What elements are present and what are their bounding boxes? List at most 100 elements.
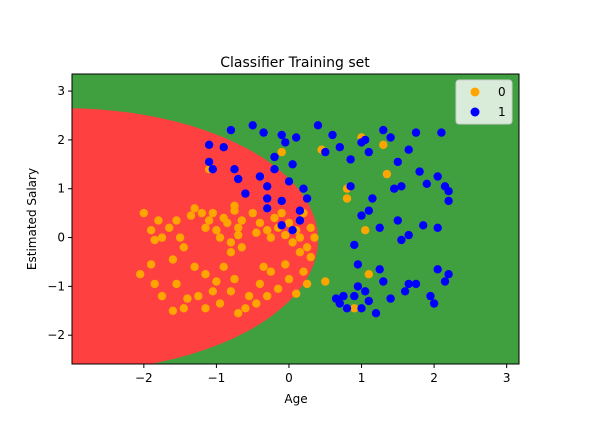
scatter-point-class-0: [204, 216, 214, 225]
scatter-point-class-0: [266, 267, 275, 276]
scatter-point-class-0: [136, 270, 145, 279]
y-tick-label: 2: [57, 133, 65, 147]
scatter-point-class-1: [361, 287, 370, 296]
scatter-point-class-0: [292, 289, 301, 298]
scatter-point-class-1: [313, 121, 323, 130]
scatter-point-class-0: [201, 304, 210, 313]
scatter-point-class-1: [444, 270, 453, 279]
legend-label-class-0: 0: [498, 85, 506, 99]
axes-frame: [71, 73, 520, 365]
scatter-point-class-0: [168, 306, 178, 315]
scatter-point-class-0: [150, 279, 159, 289]
x-tick-label: 3: [503, 371, 511, 385]
plot-area: [72, 74, 519, 364]
scatter-point-class-0: [223, 218, 232, 228]
scatter-point-class-0: [190, 204, 199, 213]
chart-title: Classifier Training set: [220, 55, 370, 71]
y-tick-label: 3: [57, 84, 65, 98]
scatter-point-class-1: [357, 304, 366, 313]
scatter-point-class-1: [371, 309, 381, 318]
x-tick-label: −2: [135, 371, 153, 385]
y-tick-label: 1: [57, 182, 65, 196]
x-tick-label: −1: [208, 371, 226, 385]
scatter-point-class-1: [299, 184, 308, 193]
y-axis-label: Estimated Salary: [25, 168, 39, 270]
scatter-point-class-1: [411, 128, 421, 137]
scatter-point-class-1: [411, 279, 421, 289]
scatter-point-class-0: [183, 294, 192, 303]
scatter-point-class-0: [244, 291, 254, 301]
scatter-point-class-0: [248, 208, 257, 218]
scatter-point-class-1: [270, 165, 279, 174]
scatter-point-class-0: [252, 299, 261, 308]
scatter-point-class-1: [404, 230, 413, 240]
scatter-point-class-1: [375, 265, 384, 274]
scatter-point-class-0: [234, 223, 243, 232]
scatter-point-class-0: [237, 243, 246, 252]
scatter-point-class-1: [404, 279, 413, 289]
scatter-point-class-1: [361, 135, 370, 145]
scatter-point-class-1: [208, 165, 217, 174]
scatter-point-class-0: [172, 216, 181, 225]
scatter-point-class-0: [299, 267, 308, 276]
scatter-point-class-0: [150, 235, 159, 245]
scatter-point-class-1: [295, 206, 305, 215]
x-tick-label: 1: [358, 371, 366, 385]
x-axis-label: Age: [284, 392, 307, 406]
scatter-point-class-1: [379, 125, 388, 135]
scatter-point-class-0: [364, 270, 373, 279]
scatter-point-class-0: [273, 284, 283, 293]
scatter-point-class-0: [306, 223, 315, 232]
scatter-point-class-1: [433, 172, 442, 181]
scatter-point-class-0: [284, 218, 294, 228]
scatter-point-class-1: [404, 145, 413, 154]
legend-label-class-1: 1: [498, 105, 506, 119]
scatter-point-class-0: [281, 230, 290, 240]
scatter-point-class-0: [234, 309, 243, 318]
scatter-point-class-0: [379, 140, 388, 149]
scatter-point-class-0: [281, 260, 290, 269]
scatter-point-class-0: [361, 226, 370, 235]
scatter-point-class-1: [444, 196, 453, 206]
scatter-point-class-1: [204, 140, 214, 149]
scatter-point-class-0: [212, 226, 221, 235]
scatter-point-class-0: [342, 194, 352, 203]
scatter-point-class-1: [415, 167, 424, 176]
scatter-point-class-1: [331, 294, 341, 303]
scatter-point-class-1: [219, 143, 228, 152]
scatter-point-class-0: [241, 304, 250, 313]
scatter-point-class-0: [201, 223, 210, 232]
scatter-point-class-1: [295, 216, 305, 225]
scatter-point-class-1: [277, 196, 286, 206]
scatter-point-class-1: [400, 287, 410, 296]
scatter-point-class-1: [393, 157, 402, 167]
scatter-point-class-1: [255, 172, 265, 181]
scatter-point-class-0: [208, 208, 217, 218]
scatter-point-class-1: [433, 265, 442, 274]
scatter-point-class-0: [157, 233, 167, 242]
scatter-point-class-1: [393, 216, 402, 225]
scatter-point-class-0: [212, 277, 221, 286]
scatter-point-class-0: [219, 262, 228, 271]
scatter-point-class-0: [302, 279, 312, 289]
scatter-point-class-1: [259, 128, 268, 137]
scatter-point-class-0: [201, 270, 210, 279]
scatter-point-class-1: [364, 147, 373, 157]
scatter-point-class-0: [157, 291, 167, 301]
scatter-point-class-0: [208, 287, 217, 296]
scatter-point-class-0: [288, 238, 297, 247]
scatter-point-class-1: [288, 226, 297, 235]
scatter-point-class-0: [146, 226, 156, 235]
scatter-point-class-0: [226, 238, 236, 247]
scatter-point-class-1: [321, 147, 330, 157]
scatter-point-class-1: [277, 130, 286, 140]
scatter-point-class-1: [270, 152, 279, 162]
scatter-point-class-0: [139, 208, 148, 218]
scatter-point-class-1: [368, 194, 377, 203]
scatter-point-class-1: [302, 194, 312, 203]
scatter-point-class-0: [179, 304, 188, 313]
x-axis-ticks: −2 −1 0 1 2 3: [135, 364, 510, 385]
scatter-point-class-1: [390, 184, 399, 193]
scatter-point-class-0: [226, 248, 236, 257]
scatter-point-class-0: [186, 211, 196, 220]
